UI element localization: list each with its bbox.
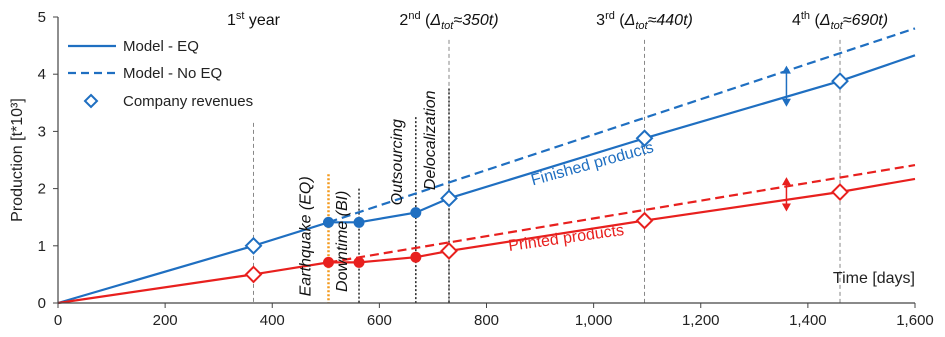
point-finished-1	[322, 216, 334, 228]
legend-label-2: Model - No EQ	[123, 65, 222, 82]
revenue-finished-4	[831, 72, 849, 90]
year-label-2: 2nd (Δtot≈350t)	[399, 10, 498, 32]
revenue-finished-2	[440, 189, 458, 208]
revenue-printed-2	[440, 242, 458, 260]
legend: Model - EQ Model - No EQ Company revenues	[68, 38, 253, 110]
x-tick-label-6: 1,200	[682, 312, 720, 329]
y-tick-label-0: 0	[38, 295, 46, 312]
point-printed-2	[353, 256, 365, 268]
points-layer	[244, 65, 849, 284]
y-tick-label-3: 3	[38, 123, 46, 140]
x-tick-label-8: 1,600	[896, 312, 934, 329]
x-tick-label-0: 0	[54, 312, 62, 329]
x-tick-label-1: 200	[153, 312, 178, 329]
curve-label-finished: Finished products	[529, 139, 655, 189]
delta-arrow-up-finished	[781, 65, 791, 74]
x-tick-label-5: 1,000	[575, 312, 613, 329]
y-axis-title: Production [t*10³]	[9, 98, 26, 222]
year-label-1: 1st year	[227, 10, 281, 29]
x-tick-label-4: 800	[474, 312, 499, 329]
x-tick-label-2: 400	[260, 312, 285, 329]
axes-layer: 0 200 400 600 800 1,000 1,200 1,400 1,600 0 1 2 3 4 5 T…	[9, 9, 934, 329]
y-tick-label-5: 5	[38, 9, 46, 26]
curve-label-printed: Printed products	[507, 222, 625, 255]
delta-arrow-up-printed	[781, 177, 791, 186]
event-label-downtime: Downtime (BI)	[334, 191, 351, 292]
y-tick-label-2: 2	[38, 181, 46, 198]
x-tick-label-7: 1,400	[789, 312, 827, 329]
revenue-printed-1	[244, 265, 263, 284]
y-tick-label-4: 4	[38, 66, 46, 83]
point-finished-3	[410, 207, 422, 219]
event-label-delocalization: Delocalization	[422, 90, 439, 190]
legend-marker-3	[83, 93, 99, 109]
revenue-finished-1	[244, 236, 263, 255]
y-tick-label-1: 1	[38, 238, 46, 255]
delta-arrow-down-printed	[781, 203, 791, 212]
revenue-finished-3	[635, 129, 654, 148]
revenue-printed-3	[635, 211, 654, 230]
x-axis-title: Time [days]	[833, 270, 915, 287]
event-label-earthquake: Earthquake (EQ)	[297, 176, 314, 296]
x-tick-label-3: 600	[367, 312, 392, 329]
annotations-layer: 1st year 2nd (Δtot≈350t) 3rd (Δtot≈440t) 4t…	[227, 10, 888, 296]
series-line-finished-no-eq	[328, 27, 916, 224]
event-label-outsourcing: Outsourcing	[389, 119, 406, 205]
legend-label-1: Model - EQ	[123, 38, 199, 55]
series-line-printed-no-eq	[328, 164, 916, 264]
point-printed-3	[410, 251, 422, 263]
year-label-3: 3rd (Δtot≈440t)	[596, 10, 693, 32]
year-label-4: 4th (Δtot≈690t)	[792, 10, 888, 32]
point-finished-2	[353, 216, 365, 228]
legend-label-3: Company revenues	[123, 93, 253, 110]
revenue-printed-4	[831, 183, 849, 201]
delta-arrow-down-finished	[781, 98, 791, 107]
point-printed-1	[322, 256, 334, 268]
